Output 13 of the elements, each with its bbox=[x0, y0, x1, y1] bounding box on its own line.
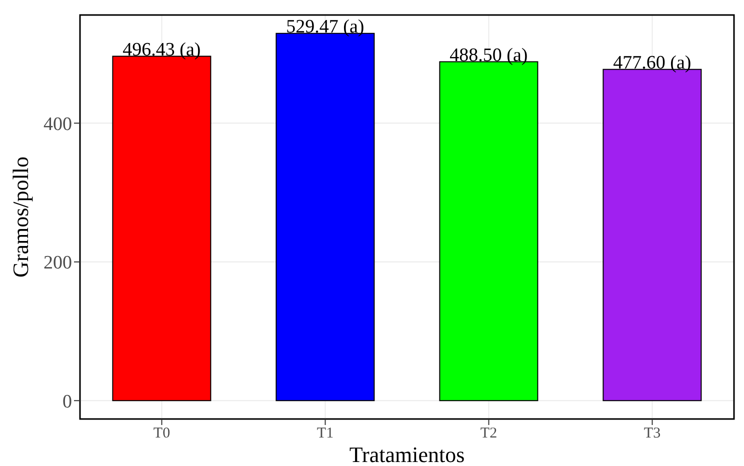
data-label: 488.50 (a) bbox=[450, 44, 528, 66]
x-tick-label: T2 bbox=[480, 426, 498, 442]
x-tick-label: T1 bbox=[316, 426, 334, 442]
y-tick-label: 0 bbox=[62, 391, 72, 412]
data-label: 496.43 (a) bbox=[122, 39, 201, 60]
data-label: 529.47 (a) bbox=[286, 16, 364, 38]
data-label: 477.60 (a) bbox=[613, 52, 692, 74]
x-tick-label: T3 bbox=[644, 426, 661, 442]
y-tick-label: 200 bbox=[44, 252, 72, 274]
x-axis-title: Tratamientos bbox=[349, 442, 465, 466]
y-tick-label: 400 bbox=[44, 114, 72, 135]
x-tick-label: T0 bbox=[153, 426, 170, 442]
y-axis-title: Gramos/pollo bbox=[8, 156, 33, 278]
